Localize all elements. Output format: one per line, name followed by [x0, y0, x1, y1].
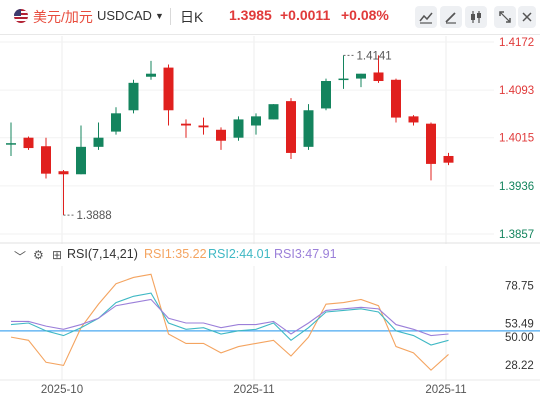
us-flag-icon — [14, 9, 28, 23]
rsi-legend-bar: ﹀ ⚙ ⊞ RSI(7,14,21) RSI1:35.22 RSI2:44.01… — [0, 244, 540, 264]
close-icon[interactable] — [518, 6, 536, 28]
y-tick-label: 1.4015 — [499, 133, 534, 145]
candle-up — [233, 119, 244, 138]
x-tick-label: 2025-11 — [233, 384, 274, 396]
candle-up — [76, 146, 86, 175]
candle-down — [216, 129, 226, 141]
candle-down — [443, 155, 454, 163]
candle-down — [163, 67, 174, 111]
chevron-down-icon[interactable]: ▼ — [155, 11, 164, 21]
fullscreen-icon[interactable] — [494, 6, 516, 28]
low-annotation: 1.3888 — [77, 210, 112, 222]
candle-down — [58, 171, 69, 175]
x-tick-label: 2025-11 — [425, 384, 466, 396]
candle-down — [181, 123, 191, 126]
rsi-series-rsi1 — [10, 273, 449, 371]
candle-down — [41, 146, 51, 174]
settings-icon[interactable]: ⚙ — [33, 248, 44, 262]
line-chart-icon[interactable] — [415, 6, 437, 28]
candle-up — [268, 104, 279, 120]
candle-up — [338, 78, 349, 81]
candle-up — [146, 73, 156, 77]
rsi1-value: RSI1:35.22 — [144, 247, 207, 261]
price-change: +0.0011 — [280, 7, 331, 23]
candle-up — [128, 82, 139, 111]
high-annotation: 1.4141 — [357, 50, 392, 62]
rsi-y-tick-label: 53.49 — [505, 318, 534, 330]
header-divider — [170, 8, 171, 25]
rsi-series-rsi3 — [11, 298, 449, 337]
candle-up — [356, 73, 366, 79]
symbol-code[interactable]: USDCAD — [97, 8, 152, 23]
rsi-y-tick-label: 78.75 — [505, 281, 534, 293]
candle-down — [23, 137, 34, 149]
y-tick-label: 1.4093 — [499, 85, 534, 97]
symbol-name[interactable]: 美元/加元 — [33, 9, 93, 25]
candle-down — [426, 123, 436, 164]
chart-header: 美元/加元 USDCAD ▼ 日K 1.3985 +0.0011 +0.08% — [0, 0, 540, 34]
candle-down — [198, 125, 209, 128]
timeframe-selector[interactable]: 日K — [180, 9, 204, 25]
indicator-icon[interactable] — [465, 6, 487, 28]
draw-tool-icon[interactable] — [440, 6, 462, 28]
candle-up — [93, 137, 104, 147]
y-tick-label: 1.4172 — [499, 37, 534, 49]
rsi-y-tick-label: 50.00 — [505, 332, 534, 344]
rsi-y-tick-label: 28.22 — [505, 360, 534, 372]
candle-down — [373, 72, 384, 82]
rsi-name: RSI(7,14,21) — [67, 247, 138, 261]
last-price: 1.3985 — [229, 7, 272, 23]
rsi3-value: RSI3:47.91 — [274, 247, 337, 261]
candle-up — [303, 110, 314, 147]
candle-up — [251, 116, 261, 126]
x-tick-label: 2025-10 — [41, 384, 83, 396]
candle-up — [321, 81, 331, 109]
price-change-percent: +0.08% — [341, 7, 389, 23]
chevron-down-icon[interactable]: ﹀ — [14, 250, 27, 264]
y-tick-label: 1.3857 — [499, 229, 534, 241]
candle-down — [286, 101, 296, 153]
candle-down — [408, 116, 419, 123]
candle-up — [111, 113, 121, 132]
add-indicator-icon[interactable]: ⊞ — [52, 248, 63, 262]
candle-up — [6, 143, 16, 145]
rsi-series-rsi2 — [10, 292, 449, 346]
rsi2-value: RSI2:44.01 — [208, 247, 271, 261]
header-separator — [0, 34, 540, 35]
y-tick-label: 1.3936 — [499, 181, 534, 193]
candle-down — [391, 79, 401, 118]
